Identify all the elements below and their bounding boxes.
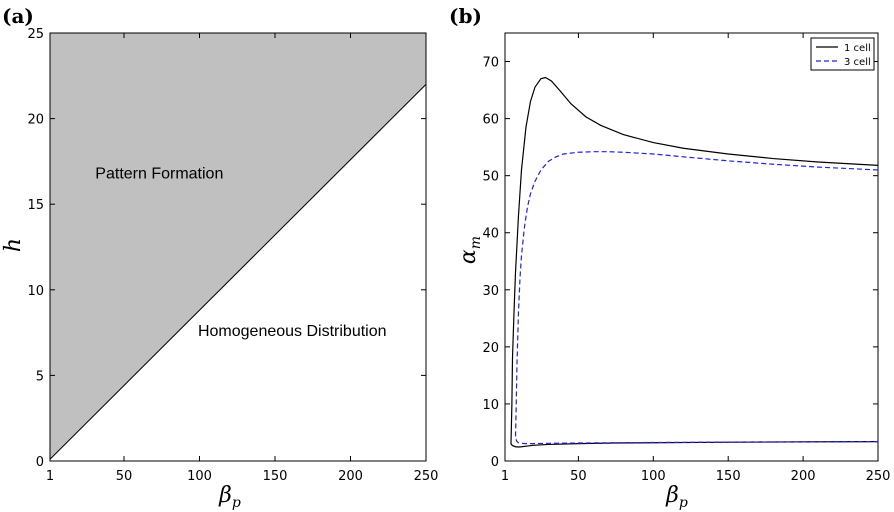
pattern-formation-label: Pattern Formation [95,166,223,183]
homogeneous-distribution-label: Homogeneous Distribution [198,323,387,340]
panel-a-y-tick-label: 10 [27,284,44,299]
panel-b-x-tick-label: 200 [791,469,816,484]
panel-a-label: (a) [2,4,34,28]
panel-b-y-symbol: α [456,249,481,264]
panel-b-y-tick-label: 30 [482,284,499,299]
pattern-formation-region [50,33,426,460]
panel-b-series [510,76,879,448]
panel-a-x-symbol: β [218,483,232,508]
panel-a-x-tick-label: 100 [187,469,212,484]
panel-a-y-axis-label: h [1,238,26,252]
panel-a-x-axis-label: βp [218,483,241,511]
panel-b-y-axis-label: αm [456,236,484,264]
panel-b-y-ticks: 0 10 20 30 40 50 60 70 [482,56,878,470]
panel-b-label: (b) [449,4,482,28]
panel-a-x-tick-label: 1 [46,469,54,484]
panel-b-y-tick-label: 70 [482,56,499,71]
legend-label-3-cell: 3 cell [844,57,871,68]
panel-b-y-tick-label: 10 [482,398,499,413]
panel-a-frame [49,32,427,462]
panel-b-x-tick-label: 1 [501,469,509,484]
panel-b-y-tick-label: 40 [482,227,499,242]
panel-a-x-tick-label: 50 [116,469,133,484]
panel-b-x-tick-label: 150 [716,469,741,484]
panel-b-x-tick-label: 250 [866,469,891,484]
panel-a-x-tick-label: 200 [338,469,363,484]
panel-a-x-subscript: p [232,495,241,511]
panel-b-y-tick-label: 50 [482,170,499,185]
panel-b-x-axis-label: βp [665,483,688,511]
legend: 1 cell 3 cell [810,37,875,71]
panel-b-x-tick-label: 100 [641,469,666,484]
panel-a-x-tick-label: 150 [263,469,288,484]
legend-box [810,37,875,71]
panel-b-y-tick-label: 0 [491,455,499,470]
panel-b-x-tick-label: 50 [570,469,587,484]
panel-a-y-ticks: 0 5 10 15 20 25 [27,27,426,470]
panel-b-x-subscript: p [679,495,688,511]
panel-b-x-ticks: 1 50 100 150 200 250 [501,33,891,484]
boundary-line [49,84,427,460]
panel-b-y-subscript: m [468,236,484,249]
panel-a-y-tick-label: 25 [27,27,44,42]
panel-a-y-tick-label: 0 [36,455,44,470]
panel-a-y-tick-label: 20 [27,113,44,128]
panel-a-x-ticks: 1 50 100 150 200 250 [46,33,439,484]
legend-label-1-cell: 1 cell [844,43,871,54]
panel-b-y-tick-label: 20 [482,341,499,356]
panel-a-y-tick-label: 5 [36,369,44,384]
series-line-1-cell [510,76,879,448]
panel-a-y-tick-label: 15 [27,198,44,213]
panel-b-x-symbol: β [665,483,679,508]
panel-b-frame [504,32,879,462]
panel-b-y-tick-label: 60 [482,113,499,128]
panel-a-x-tick-label: 250 [414,469,439,484]
series-line-3-cell [514,151,879,445]
